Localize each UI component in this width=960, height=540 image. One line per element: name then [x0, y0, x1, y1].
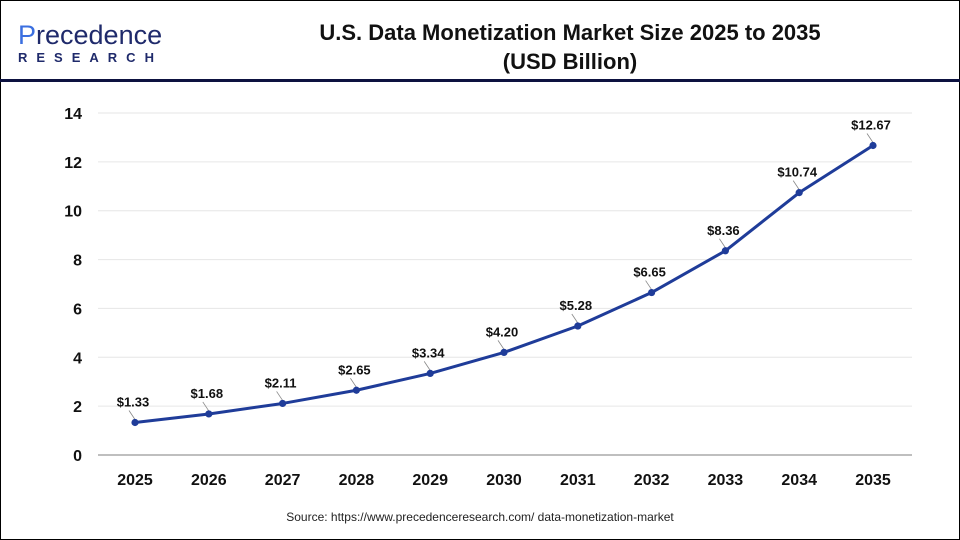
x-tick-label: 2025: [117, 472, 153, 489]
data-label: $1.68: [191, 386, 224, 401]
data-point: [869, 141, 877, 150]
data-label: $6.65: [633, 265, 666, 280]
y-tick-label: 0: [73, 448, 82, 465]
data-label-leader: [202, 401, 210, 412]
x-tick-label: 2034: [781, 472, 817, 489]
x-tick-label: 2028: [339, 472, 375, 489]
data-point: [352, 386, 360, 394]
data-point: [205, 410, 213, 418]
header-divider: [0, 79, 960, 82]
y-tick-label: 8: [73, 253, 82, 270]
data-point: [795, 189, 803, 197]
x-tick-label: 2029: [412, 472, 448, 489]
data-point: [279, 399, 287, 408]
data-point: [500, 348, 508, 356]
data-label-leader: [350, 378, 357, 388]
data-label: $3.34: [412, 345, 445, 360]
y-tick-label: 2: [73, 399, 82, 416]
data-label: $12.67: [851, 117, 891, 132]
data-label-leader: [792, 180, 800, 190]
title-line-2: (USD Billion): [502, 49, 638, 74]
data-label-leader: [645, 280, 652, 290]
y-tick-label: 10: [64, 204, 82, 221]
data-point: [574, 322, 582, 330]
data-label-leader: [866, 133, 874, 143]
series-line: [134, 144, 874, 425]
data-label-leader: [719, 238, 726, 248]
x-tick-label: 2032: [634, 472, 670, 489]
data-point: [721, 247, 730, 255]
data-label: $5.28: [560, 298, 593, 313]
chart-title: U.S. Data Monetization Market Size 2025 …: [250, 18, 890, 76]
x-tick-label: 2026: [191, 472, 227, 489]
data-label: $2.11: [265, 375, 297, 390]
data-label: $2.65: [338, 362, 371, 377]
precedence-research-logo: Precedence RESEARCH: [18, 20, 163, 66]
data-label: $1.33: [117, 395, 150, 410]
data-label-leader: [571, 313, 579, 324]
y-tick-label: 6: [73, 301, 82, 318]
data-label-leader: [497, 340, 505, 350]
x-tick-label: 2031: [560, 472, 596, 489]
data-point: [426, 369, 434, 378]
y-tick-label: 14: [64, 106, 82, 123]
logo-sub-text: RESEARCH: [18, 50, 163, 65]
x-tick-label: 2030: [486, 472, 522, 489]
source-note: Source: https://www.precedenceresearch.c…: [286, 510, 674, 524]
data-label: $8.36: [707, 223, 740, 238]
y-tick-label: 12: [64, 155, 82, 172]
data-label-leader: [276, 391, 283, 401]
data-label-leader: [423, 361, 431, 371]
data-point: [648, 288, 656, 297]
x-tick-label: 2027: [265, 472, 301, 489]
title-line-1: U.S. Data Monetization Market Size 2025 …: [319, 20, 821, 45]
y-tick-label: 4: [73, 350, 82, 367]
x-tick-label: 2035: [855, 472, 891, 489]
data-label: $10.74: [777, 165, 818, 180]
data-label-leader: [128, 410, 136, 420]
logo-main-text: Precedence: [18, 20, 163, 50]
x-tick-label: 2033: [708, 472, 744, 489]
data-point: [131, 418, 139, 427]
data-label: $4.20: [486, 324, 519, 339]
